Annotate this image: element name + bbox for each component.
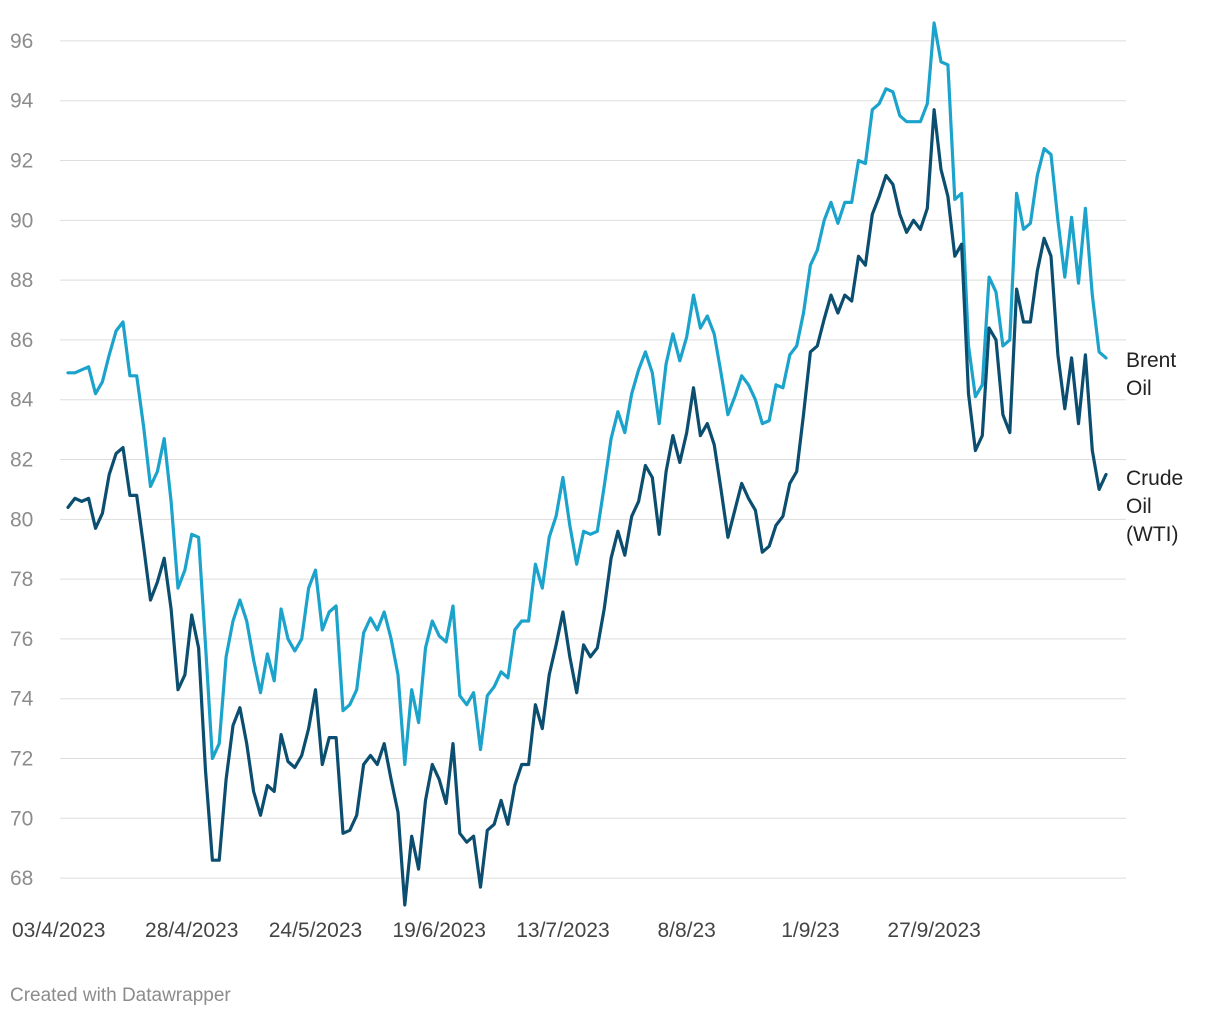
x-tick-label: 24/5/2023 <box>269 919 362 942</box>
y-tick-label: 94 <box>10 90 34 113</box>
y-tick-label: 72 <box>10 748 33 771</box>
y-tick-label: 68 <box>10 867 33 890</box>
y-tick-label: 78 <box>10 568 33 591</box>
x-tick-label: 8/8/23 <box>657 919 715 942</box>
x-tick-label: 03/4/2023 <box>12 919 105 942</box>
series-label-crude-oil-wti: Crude Oil (WTI) <box>1126 467 1184 546</box>
x-tick-label: 13/7/2023 <box>516 919 609 942</box>
y-tick-label: 96 <box>10 30 33 53</box>
x-tick-label: 27/9/2023 <box>887 919 980 942</box>
series-label-brent-oil: Brent Oil <box>1126 349 1177 400</box>
y-tick-label: 86 <box>10 329 33 352</box>
y-tick-label: 80 <box>10 508 33 531</box>
x-tick-label: 28/4/2023 <box>145 919 238 942</box>
y-tick-label: 92 <box>10 150 33 173</box>
series-line-brent-oil <box>66 21 1108 767</box>
x-tick-label: 1/9/23 <box>781 919 839 942</box>
y-tick-label: 70 <box>10 807 33 830</box>
gridlines <box>60 40 1126 879</box>
footer-credit: Created with Datawrapper <box>10 985 231 1006</box>
y-tick-label: 82 <box>10 449 33 472</box>
series-lines <box>66 21 1108 907</box>
y-tick-label: 88 <box>10 269 33 292</box>
y-axis-ticks: 68 70 72 74 76 78 80 82 84 86 88 90 92 94 96 <box>10 30 34 890</box>
y-tick-label: 90 <box>10 209 33 232</box>
y-tick-label: 74 <box>10 688 34 711</box>
y-tick-label: 84 <box>10 389 34 412</box>
y-tick-label: 76 <box>10 628 33 651</box>
x-tick-label: 19/6/2023 <box>392 919 485 942</box>
x-axis-ticks: 03/4/2023 28/4/2023 24/5/2023 19/6/2023 13/7… <box>12 919 981 942</box>
series-line-crude-oil-wti <box>66 108 1108 907</box>
